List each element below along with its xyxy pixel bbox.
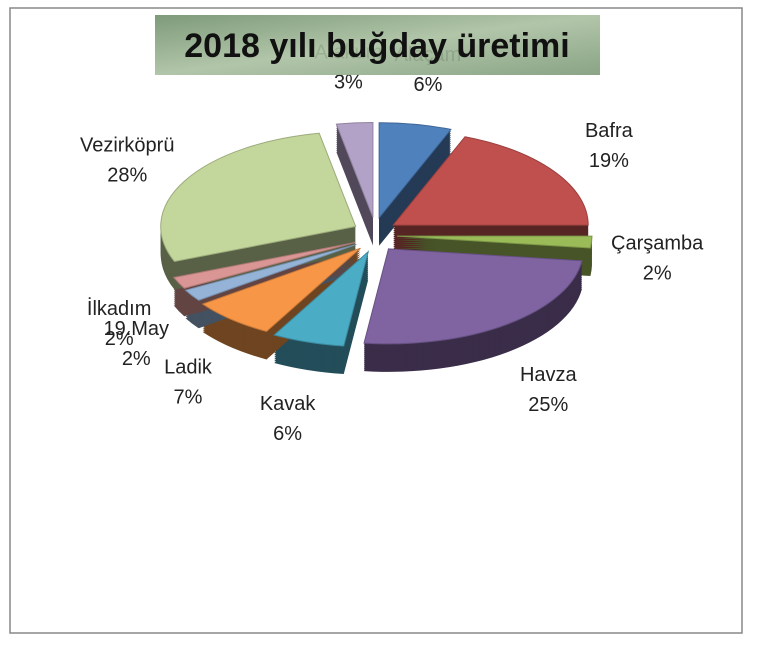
slice-value-label: 2% (122, 348, 151, 370)
slice-label: 19.May (103, 318, 169, 340)
slice (160, 132, 357, 263)
slice (392, 136, 589, 226)
slice (172, 242, 356, 289)
slice-value-label: 19% (589, 150, 629, 172)
slice-value-label: 2% (105, 328, 134, 350)
slice-label: Bafra (585, 120, 634, 142)
slice-value-label: 2% (643, 263, 672, 285)
slice (363, 248, 583, 345)
title-box (155, 15, 600, 75)
slice-value-label: 6% (414, 74, 443, 96)
slice (378, 122, 452, 220)
chart-title: 2018 yılı buğday üretimi (184, 27, 569, 65)
slice-label: Ladik (164, 357, 213, 379)
slice-label: Havza (520, 364, 578, 386)
slice (201, 247, 361, 333)
slice-label: İlkadım (87, 297, 151, 320)
slice (184, 243, 357, 301)
slice (273, 250, 370, 347)
slice-value-label: 7% (174, 387, 203, 409)
pie (160, 121, 593, 374)
slice-value-label: 6% (273, 423, 302, 445)
slice-label: Kavak (260, 393, 317, 415)
slice-label: Vezirköprü (80, 134, 175, 156)
slice-label: Çarşamba (611, 233, 704, 255)
slice-value-label: 3% (334, 72, 363, 94)
slice (335, 121, 374, 218)
slice-value-label: 25% (528, 394, 568, 416)
slice (396, 235, 593, 249)
slice-value-label: 28% (107, 164, 147, 186)
